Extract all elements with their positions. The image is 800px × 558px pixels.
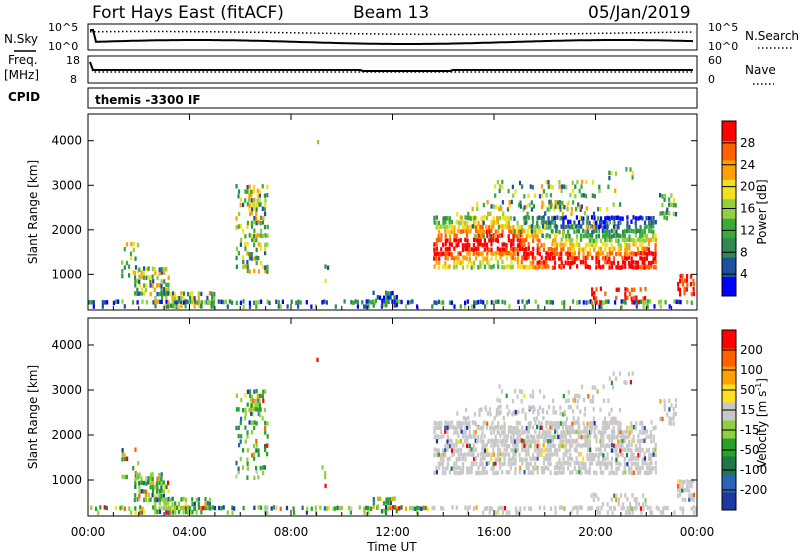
nave-line: [89, 61, 693, 73]
x-tick-label: 00:00: [680, 525, 715, 539]
noise-panel: N.Sky 10^5 10^0 10^5 10^0 N.Search: [4, 21, 799, 53]
nsky-tick-low: 10^0: [48, 40, 78, 53]
frequency-panel: Freq. [MHz] 18 8 60 0 Nave: [4, 53, 776, 86]
station-title: Fort Hays East (fitACF): [92, 3, 284, 23]
freq-tick-low: 8: [70, 73, 77, 86]
colorbar-tick-label: -100: [740, 463, 767, 477]
colorbar-tick-label: 50: [740, 383, 755, 397]
y-tick-label: 3000: [51, 178, 82, 192]
colorbar-tick-label: 24: [740, 158, 755, 172]
x-tick-label: 16:00: [477, 525, 512, 539]
nave-tick-high: 60: [708, 54, 722, 67]
freq-label: Freq.: [8, 53, 38, 67]
velocity-panel: 1000 2000 3000 4000 Slant Range [km] -200 -1…: [26, 114, 769, 554]
y-tick-label: 2000: [51, 428, 82, 442]
y-tick-label: 1000: [51, 267, 82, 281]
colorbar-tick-label: -200: [740, 483, 767, 497]
x-tick-label: 04:00: [172, 525, 207, 539]
freq-unit-label: [MHz]: [4, 68, 39, 82]
y-tick-label: 1000: [51, 473, 82, 487]
x-tick-label: 00:00: [71, 525, 106, 539]
x-tick-label: 20:00: [578, 525, 613, 539]
beam-title: Beam 13: [353, 3, 429, 23]
x-axis-label: Time UT: [366, 540, 417, 554]
colorbar-tick-label: 12: [740, 223, 755, 237]
nsearch-label: N.Search: [745, 29, 799, 43]
colorbar-tick-label: 20: [740, 180, 755, 194]
nsky-line: [89, 28, 694, 45]
cpid-label: CPID: [8, 90, 40, 104]
colorbar-tick-label: 28: [740, 136, 755, 150]
velocity-scatter-data: [90, 357, 698, 515]
time-axis: 00:00 04:00 08:00 12:00 16:00 20:00 00:00: [71, 114, 715, 539]
nsearch-line: [90, 30, 694, 36]
colorbar-tick-label: 4: [740, 267, 748, 281]
y-tick-label: 4000: [51, 338, 82, 352]
y-tick-label: 4000: [51, 134, 82, 148]
x-tick-label: 08:00: [274, 525, 309, 539]
cpid-panel: CPID themis -3300 IF: [8, 87, 698, 109]
x-tick-label: 12:00: [375, 525, 410, 539]
power-y-axis: 1000 2000 3000 4000: [51, 134, 697, 281]
velocity-colorbar-label: Velocity [m s-1]: [754, 378, 769, 468]
nsky-tick-high: 10^5: [48, 21, 78, 34]
y-tick-label: 2000: [51, 223, 82, 237]
power-y-label: Slant Range [km]: [26, 160, 40, 264]
colorbar-tick-label: 8: [740, 245, 748, 259]
nsky-label: N.Sky: [4, 32, 38, 46]
colorbar-tick-label: 15: [740, 403, 755, 417]
power-panel: 1000 2000 3000 4000 Slant Range [km] 4 8 12 16…: [26, 113, 769, 311]
velocity-y-label: Slant Range [km]: [26, 365, 40, 469]
colorbar-tick-label: -50: [740, 443, 760, 457]
power-colorbar: 4 8 12 16 20 24 28: [721, 120, 755, 297]
nave-tick-low: 0: [708, 73, 715, 86]
power-colorbar-label: Power [dB]: [755, 179, 769, 244]
colorbar-tick-label: 200: [740, 343, 763, 357]
y-tick-label: 3000: [51, 383, 82, 397]
nsearch-tick-high: 10^5: [708, 21, 738, 34]
colorbar-tick-label: 16: [740, 202, 755, 216]
cpid-value: themis -3300 IF: [95, 93, 201, 107]
power-scatter-data: [88, 139, 696, 309]
colorbar-tick-label: -15: [740, 423, 760, 437]
colorbar-tick-label: 100: [740, 363, 763, 377]
velocity-y-axis: 1000 2000 3000 4000: [51, 338, 697, 487]
date-title: 05/Jan/2019: [588, 3, 691, 23]
nave-label: Nave: [745, 63, 776, 77]
nsearch-tick-low: 10^0: [708, 40, 738, 53]
frequency-line: [89, 61, 693, 72]
velocity-colorbar: -200 -100 -50 -15 15 50 100 200: [721, 329, 767, 511]
freq-tick-high: 18: [66, 54, 80, 67]
